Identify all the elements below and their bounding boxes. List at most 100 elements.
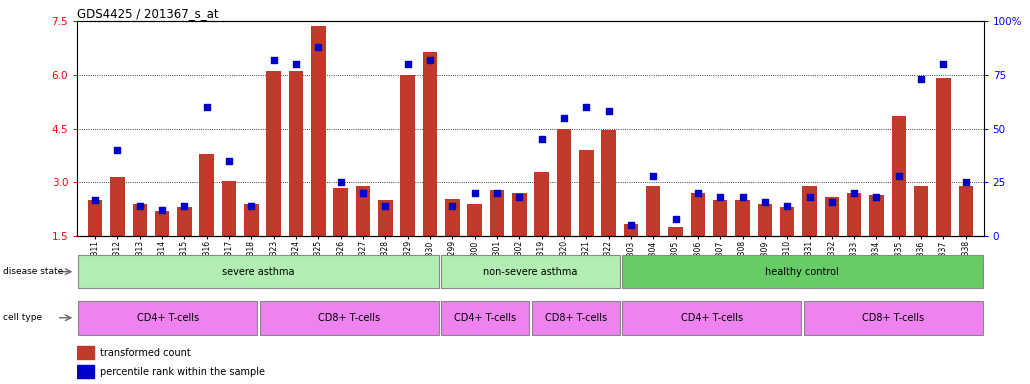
- Point: [645, 173, 661, 179]
- Bar: [88, 200, 102, 290]
- Bar: [959, 186, 973, 290]
- Point: [488, 190, 505, 196]
- Point: [400, 61, 416, 67]
- Point: [153, 207, 170, 214]
- Point: [578, 104, 594, 110]
- Point: [310, 44, 327, 50]
- Text: severe asthma: severe asthma: [222, 266, 295, 277]
- Bar: [556, 129, 572, 290]
- Point: [266, 57, 282, 63]
- Text: GDS4425 / 201367_s_at: GDS4425 / 201367_s_at: [77, 7, 218, 20]
- Point: [824, 199, 840, 205]
- Bar: [668, 227, 683, 290]
- Bar: [535, 172, 549, 290]
- Text: non-severe asthma: non-severe asthma: [483, 266, 578, 277]
- Bar: [77, 365, 94, 378]
- Bar: [623, 223, 639, 290]
- Point: [87, 197, 103, 203]
- Bar: [847, 193, 861, 290]
- Text: CD4+ T-cells: CD4+ T-cells: [681, 313, 743, 323]
- Bar: [892, 116, 906, 290]
- Bar: [288, 71, 303, 290]
- Point: [913, 76, 929, 82]
- Point: [600, 108, 617, 114]
- Bar: [602, 131, 616, 290]
- Bar: [825, 197, 839, 290]
- Bar: [713, 200, 727, 290]
- Point: [333, 179, 349, 185]
- Bar: [78, 301, 258, 334]
- Bar: [936, 78, 951, 290]
- Point: [467, 190, 483, 196]
- Bar: [691, 193, 706, 290]
- Bar: [267, 71, 281, 290]
- Bar: [422, 51, 438, 290]
- Text: transformed count: transformed count: [100, 348, 191, 358]
- Point: [868, 194, 885, 200]
- Bar: [355, 186, 370, 290]
- Point: [243, 203, 260, 209]
- Point: [556, 115, 573, 121]
- Text: healthy control: healthy control: [765, 266, 839, 277]
- Bar: [260, 301, 439, 334]
- Point: [109, 147, 126, 153]
- Point: [712, 194, 728, 200]
- Point: [667, 216, 684, 222]
- Point: [534, 136, 550, 142]
- Point: [220, 158, 237, 164]
- Point: [377, 203, 393, 209]
- Point: [623, 222, 640, 228]
- Bar: [441, 255, 620, 288]
- Point: [132, 203, 148, 209]
- Bar: [646, 186, 660, 290]
- Point: [176, 203, 193, 209]
- Bar: [77, 346, 94, 359]
- Bar: [200, 154, 214, 290]
- Point: [846, 190, 862, 196]
- Bar: [78, 255, 439, 288]
- Bar: [468, 204, 482, 290]
- Bar: [311, 26, 325, 290]
- Bar: [110, 177, 125, 290]
- Point: [421, 57, 438, 63]
- Bar: [869, 195, 884, 290]
- Point: [935, 61, 952, 67]
- Point: [444, 203, 460, 209]
- Point: [511, 194, 527, 200]
- Bar: [177, 207, 192, 290]
- Point: [690, 190, 707, 196]
- Bar: [401, 75, 415, 290]
- Text: percentile rank within the sample: percentile rank within the sample: [100, 367, 265, 377]
- Point: [891, 173, 907, 179]
- Point: [779, 203, 795, 209]
- Bar: [622, 255, 983, 288]
- Point: [287, 61, 304, 67]
- Bar: [735, 200, 750, 290]
- Text: CD8+ T-cells: CD8+ T-cells: [545, 313, 607, 323]
- Bar: [914, 186, 928, 290]
- Bar: [579, 150, 593, 290]
- Bar: [803, 301, 983, 334]
- Bar: [758, 204, 772, 290]
- Bar: [244, 204, 259, 290]
- Bar: [154, 211, 169, 290]
- Bar: [445, 199, 459, 290]
- Text: CD8+ T-cells: CD8+ T-cells: [862, 313, 924, 323]
- Bar: [622, 301, 801, 334]
- Text: disease state: disease state: [3, 267, 63, 276]
- Point: [958, 179, 974, 185]
- Text: CD4+ T-cells: CD4+ T-cells: [137, 313, 199, 323]
- Bar: [780, 207, 794, 290]
- Bar: [334, 188, 348, 290]
- Bar: [133, 204, 147, 290]
- Point: [734, 194, 751, 200]
- Point: [801, 194, 818, 200]
- Bar: [378, 200, 392, 290]
- Text: CD8+ T-cells: CD8+ T-cells: [318, 313, 380, 323]
- Bar: [489, 190, 505, 290]
- Bar: [512, 193, 526, 290]
- Point: [199, 104, 215, 110]
- Text: CD4+ T-cells: CD4+ T-cells: [454, 313, 516, 323]
- Bar: [531, 301, 620, 334]
- Point: [757, 199, 774, 205]
